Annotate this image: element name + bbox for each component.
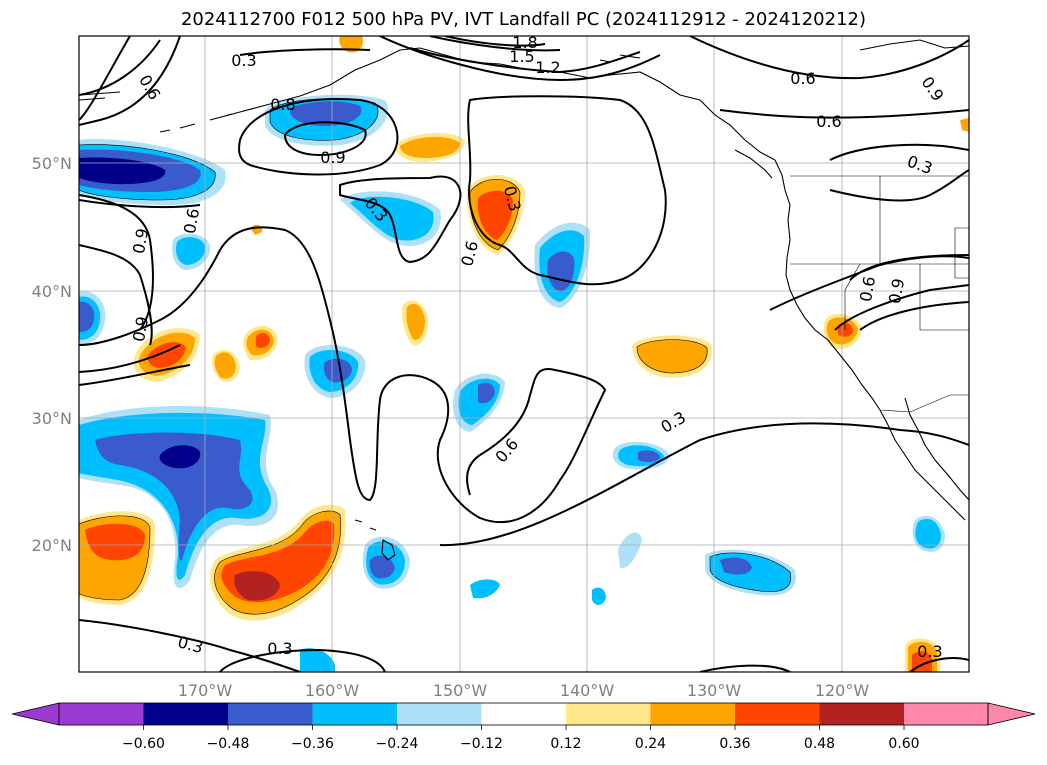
colorbar-tick-label: 0.12 xyxy=(550,736,581,752)
colorbar-segment xyxy=(566,703,651,725)
graticule xyxy=(79,36,969,672)
contour-label: 0.6 xyxy=(856,275,879,303)
lat-labels: 50°N 40°N 30°N 20°N xyxy=(32,154,72,555)
colorbar-tick-label: 0.60 xyxy=(888,736,919,752)
colorbar: −0.60 −0.48 −0.36 −0.24 −0.12 0.12 0.24 … xyxy=(11,702,1036,752)
lon-label: 160°W xyxy=(305,681,360,700)
colorbar-segment xyxy=(904,703,988,725)
lat-label: 50°N xyxy=(32,154,72,173)
map-frame xyxy=(78,35,970,673)
colorbar-tick-label: −0.60 xyxy=(122,736,165,752)
contour-label: 0.3 xyxy=(917,642,942,661)
map-content: 0.3 1.8 1.5 1.2 0.6 0.9 0.6 0.8 0.9 0.3 … xyxy=(79,33,969,672)
colorbar-segment xyxy=(59,703,144,725)
lat-label: 20°N xyxy=(32,536,72,555)
contour-label: 1.2 xyxy=(535,58,560,77)
colorbar-extend-low xyxy=(11,702,60,726)
contour-label: 0.9 xyxy=(129,315,152,343)
lon-label: 150°W xyxy=(433,681,488,700)
colorbar-segment xyxy=(312,703,397,725)
colorbar-segment xyxy=(228,703,313,725)
colorbar-tick-label: 0.36 xyxy=(719,736,750,752)
contour-label: 0.6 xyxy=(180,207,203,235)
lat-label: 30°N xyxy=(32,409,72,428)
colorbar-tick-label: −0.24 xyxy=(376,736,419,752)
colorbar-segment xyxy=(819,703,904,725)
colorbar-tick-label: −0.36 xyxy=(291,736,334,752)
colorbar-extend-high xyxy=(987,702,1036,726)
colorbar-segment xyxy=(735,703,820,725)
contour-label: 0.9 xyxy=(129,227,152,255)
ivt-contours xyxy=(79,36,969,672)
lon-label: 170°W xyxy=(178,681,233,700)
contour-label: 0.8 xyxy=(270,95,295,114)
contour-label: 0.6 xyxy=(816,112,841,131)
lon-label: 140°W xyxy=(560,681,615,700)
borders xyxy=(790,175,969,413)
contour-label: 0.9 xyxy=(320,148,345,167)
colorbar-segment xyxy=(397,703,482,725)
contour-label: 1.8 xyxy=(512,33,537,52)
colorbar-ticks xyxy=(143,725,905,730)
colorbar-tick-label: −0.48 xyxy=(207,736,250,752)
map-title: 2024112700 F012 500 hPa PV, IVT Landfall… xyxy=(180,9,867,30)
contour-label: 0.9 xyxy=(885,277,908,305)
colorbar-tick-label: 0.24 xyxy=(635,736,666,752)
colorbar-segment xyxy=(481,703,566,725)
colorbar-tick-label: 0.48 xyxy=(804,736,835,752)
colorbar-segment xyxy=(650,703,735,725)
lat-label: 40°N xyxy=(32,282,72,301)
lon-labels: 170°W 160°W 150°W 140°W 130°W 120°W xyxy=(178,681,870,700)
colorbar-tick-label: −0.12 xyxy=(460,736,503,752)
contour-label: 1.5 xyxy=(509,47,534,66)
contour-label: 0.6 xyxy=(790,69,815,88)
fill-outlines xyxy=(79,98,792,615)
colorbar-segment xyxy=(143,703,228,725)
contour-label: 0.3 xyxy=(267,639,292,658)
colorbar-frame xyxy=(58,702,989,726)
pv-fills xyxy=(79,36,969,672)
contour-label: 0.3 xyxy=(231,51,256,70)
lon-label: 120°W xyxy=(815,681,870,700)
lon-label: 130°W xyxy=(687,681,742,700)
